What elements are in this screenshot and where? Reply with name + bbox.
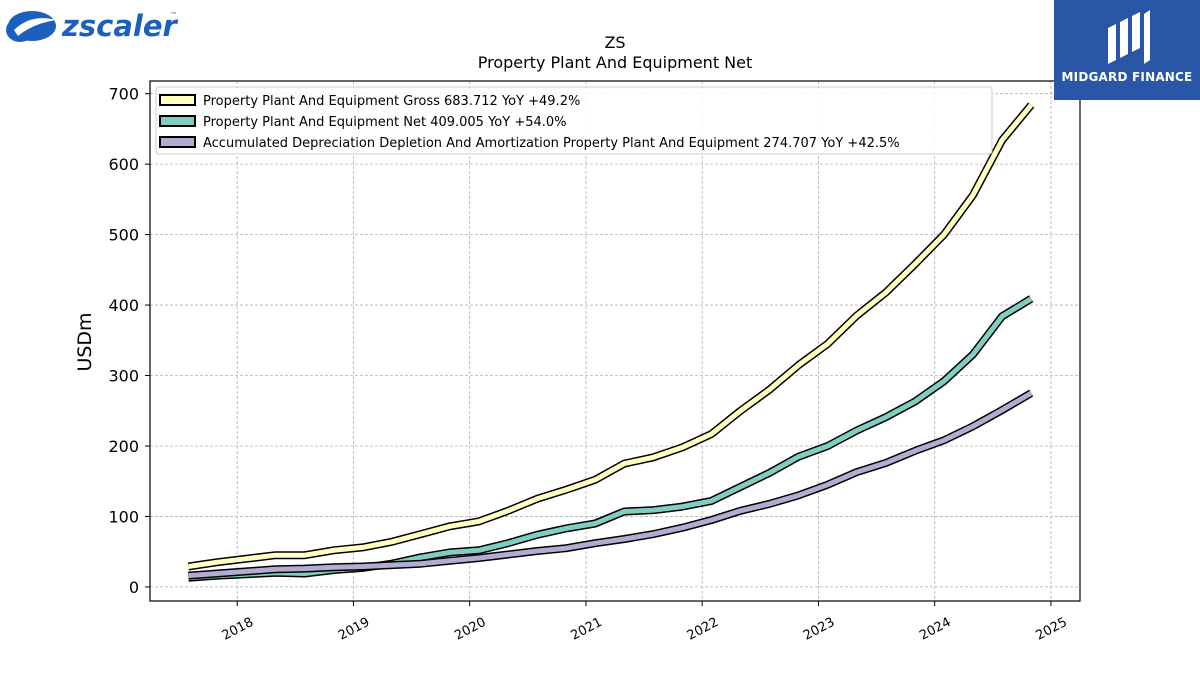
y-tick-label: 400 [108,296,139,315]
x-tick-label: 2024 [917,615,953,644]
legend: Property Plant And Equipment Gross 683.7… [155,86,993,155]
legend-label: Property Plant And Equipment Net 409.005… [203,115,567,130]
zscaler-logo-tm: ™ [170,11,177,19]
y-tick-label: 200 [108,437,139,456]
midgard-finance-logo: MIDGARD FINANCE [1054,0,1200,100]
legend-swatch [159,115,196,127]
legend-label: Accumulated Depreciation Depletion And A… [203,136,900,151]
series-outline [188,389,1034,580]
chart-subtitle: Property Plant And Equipment Net [478,53,753,72]
y-tick-label: 500 [108,226,139,245]
y-tick-label: 300 [108,367,139,386]
zscaler-logo-text: zscaler [61,9,179,43]
y-axis-label: USDm [74,312,96,371]
series-line [188,103,1034,569]
x-tick-label: 2025 [1034,615,1070,644]
x-tick-label: 2022 [685,615,721,644]
y-tick-label: 100 [108,507,139,526]
midgard-emblem-icon [1108,10,1150,64]
series-line-2 [188,295,1034,582]
y-tick-label: 700 [108,85,139,104]
legend-box [155,86,993,155]
series-layer [187,102,1035,582]
legend-swatch [159,136,196,148]
series-line-1 [187,102,1035,571]
x-tick-label: 2018 [220,615,256,644]
zscaler-logo: zscaler ™ [6,9,179,43]
plot-frame [149,80,1081,602]
y-tick-label: 600 [108,155,139,174]
x-tick-label: 2019 [336,615,372,644]
series-outline [187,102,1035,571]
y-axis: 0 100 200 300 400 500 600 700 [108,85,150,597]
x-tick-label: 2023 [801,615,837,644]
legend-label: Property Plant And Equipment Gross 683.7… [203,94,580,109]
chart-title: ZS [604,33,625,52]
x-axis: 2018 2019 2020 2021 2022 2023 2024 2025 [220,601,1070,644]
cloud-icon [6,11,56,42]
legend-swatch [159,94,196,106]
x-tick-label: 2020 [452,615,488,644]
midgard-finance-logo-text: MIDGARD FINANCE [1061,70,1193,84]
series-line [188,390,1033,579]
y-tick-label: 0 [129,578,139,597]
grid [150,81,1080,601]
series-line [188,296,1033,581]
x-tick-label: 2021 [569,615,605,644]
series-outline [188,295,1034,582]
series-line-3 [188,389,1034,580]
